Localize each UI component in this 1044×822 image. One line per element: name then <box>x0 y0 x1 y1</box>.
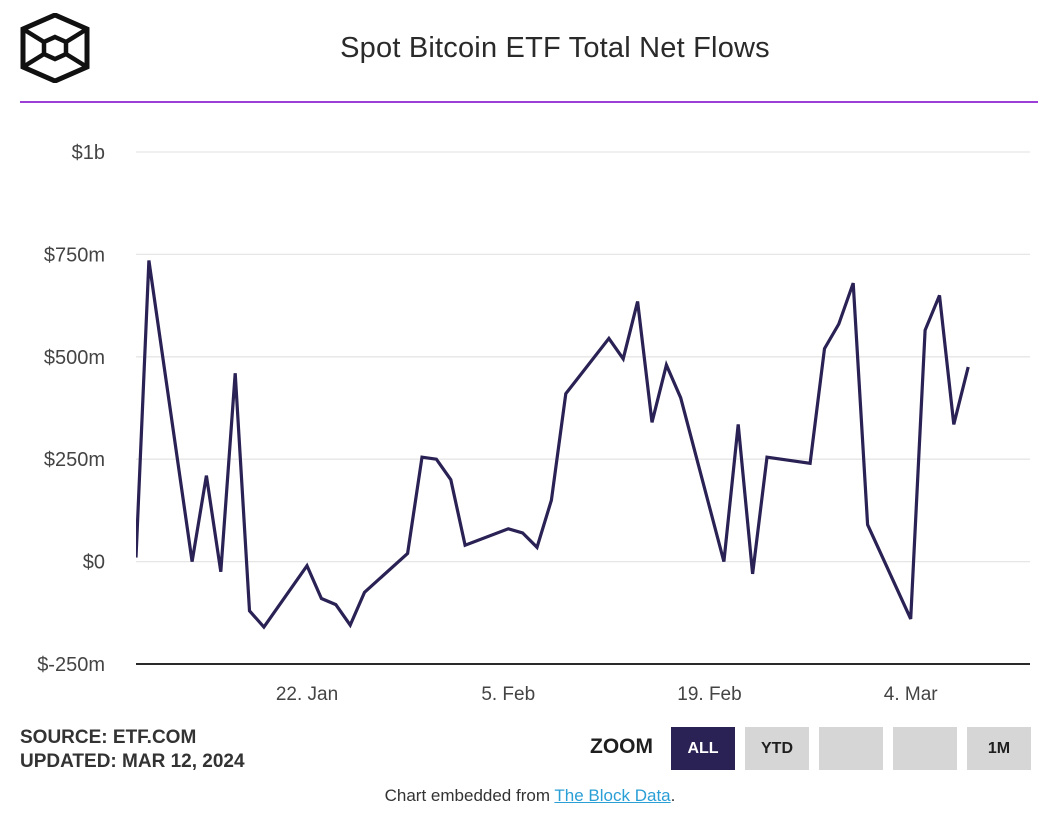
zoom-blank-button-1[interactable] <box>819 727 883 770</box>
the-block-data-link[interactable]: The Block Data <box>554 786 671 805</box>
y-tick-label: $500m <box>44 347 105 369</box>
zoom-blank-button-2[interactable] <box>893 727 957 770</box>
embed-suffix: . <box>670 786 676 805</box>
series-line <box>136 260 970 630</box>
source-block: SOURCE: ETF.COM UPDATED: MAR 12, 2024 <box>20 726 245 774</box>
y-tick-label: $1b <box>72 142 105 164</box>
header-divider <box>20 101 1038 103</box>
updated-text: UPDATED: MAR 12, 2024 <box>20 751 245 772</box>
x-tick-label: 19. Feb <box>677 684 741 705</box>
line-chart[interactable]: $1b $750m $500m $250m $0 $-250m 22. Jan 5. Feb 1… <box>0 0 1044 715</box>
zoom-1m-button[interactable]: 1M <box>967 727 1031 770</box>
y-tick-label: $0 <box>83 552 105 574</box>
embed-prefix: Chart embedded from <box>384 786 555 805</box>
y-tick-label: $250m <box>44 449 105 471</box>
source-text: SOURCE: ETF.COM <box>20 727 197 748</box>
zoom-all-button[interactable]: ALL <box>671 727 735 770</box>
zoom-label: ZOOM <box>590 735 653 758</box>
y-tick-label: $750m <box>44 244 105 266</box>
x-tick-label: 5. Feb <box>481 684 535 705</box>
the-block-logo-icon <box>20 13 90 83</box>
x-tick-label: 22. Jan <box>276 684 338 705</box>
embed-credit: Chart embedded from The Block Data. <box>0 786 1044 806</box>
chart-title: Spot Bitcoin ETF Total Net Flows <box>340 32 770 64</box>
x-tick-label: 4. Mar <box>884 684 939 705</box>
zoom-ytd-button[interactable]: YTD <box>745 727 809 770</box>
y-tick-label: $-250m <box>37 654 105 676</box>
